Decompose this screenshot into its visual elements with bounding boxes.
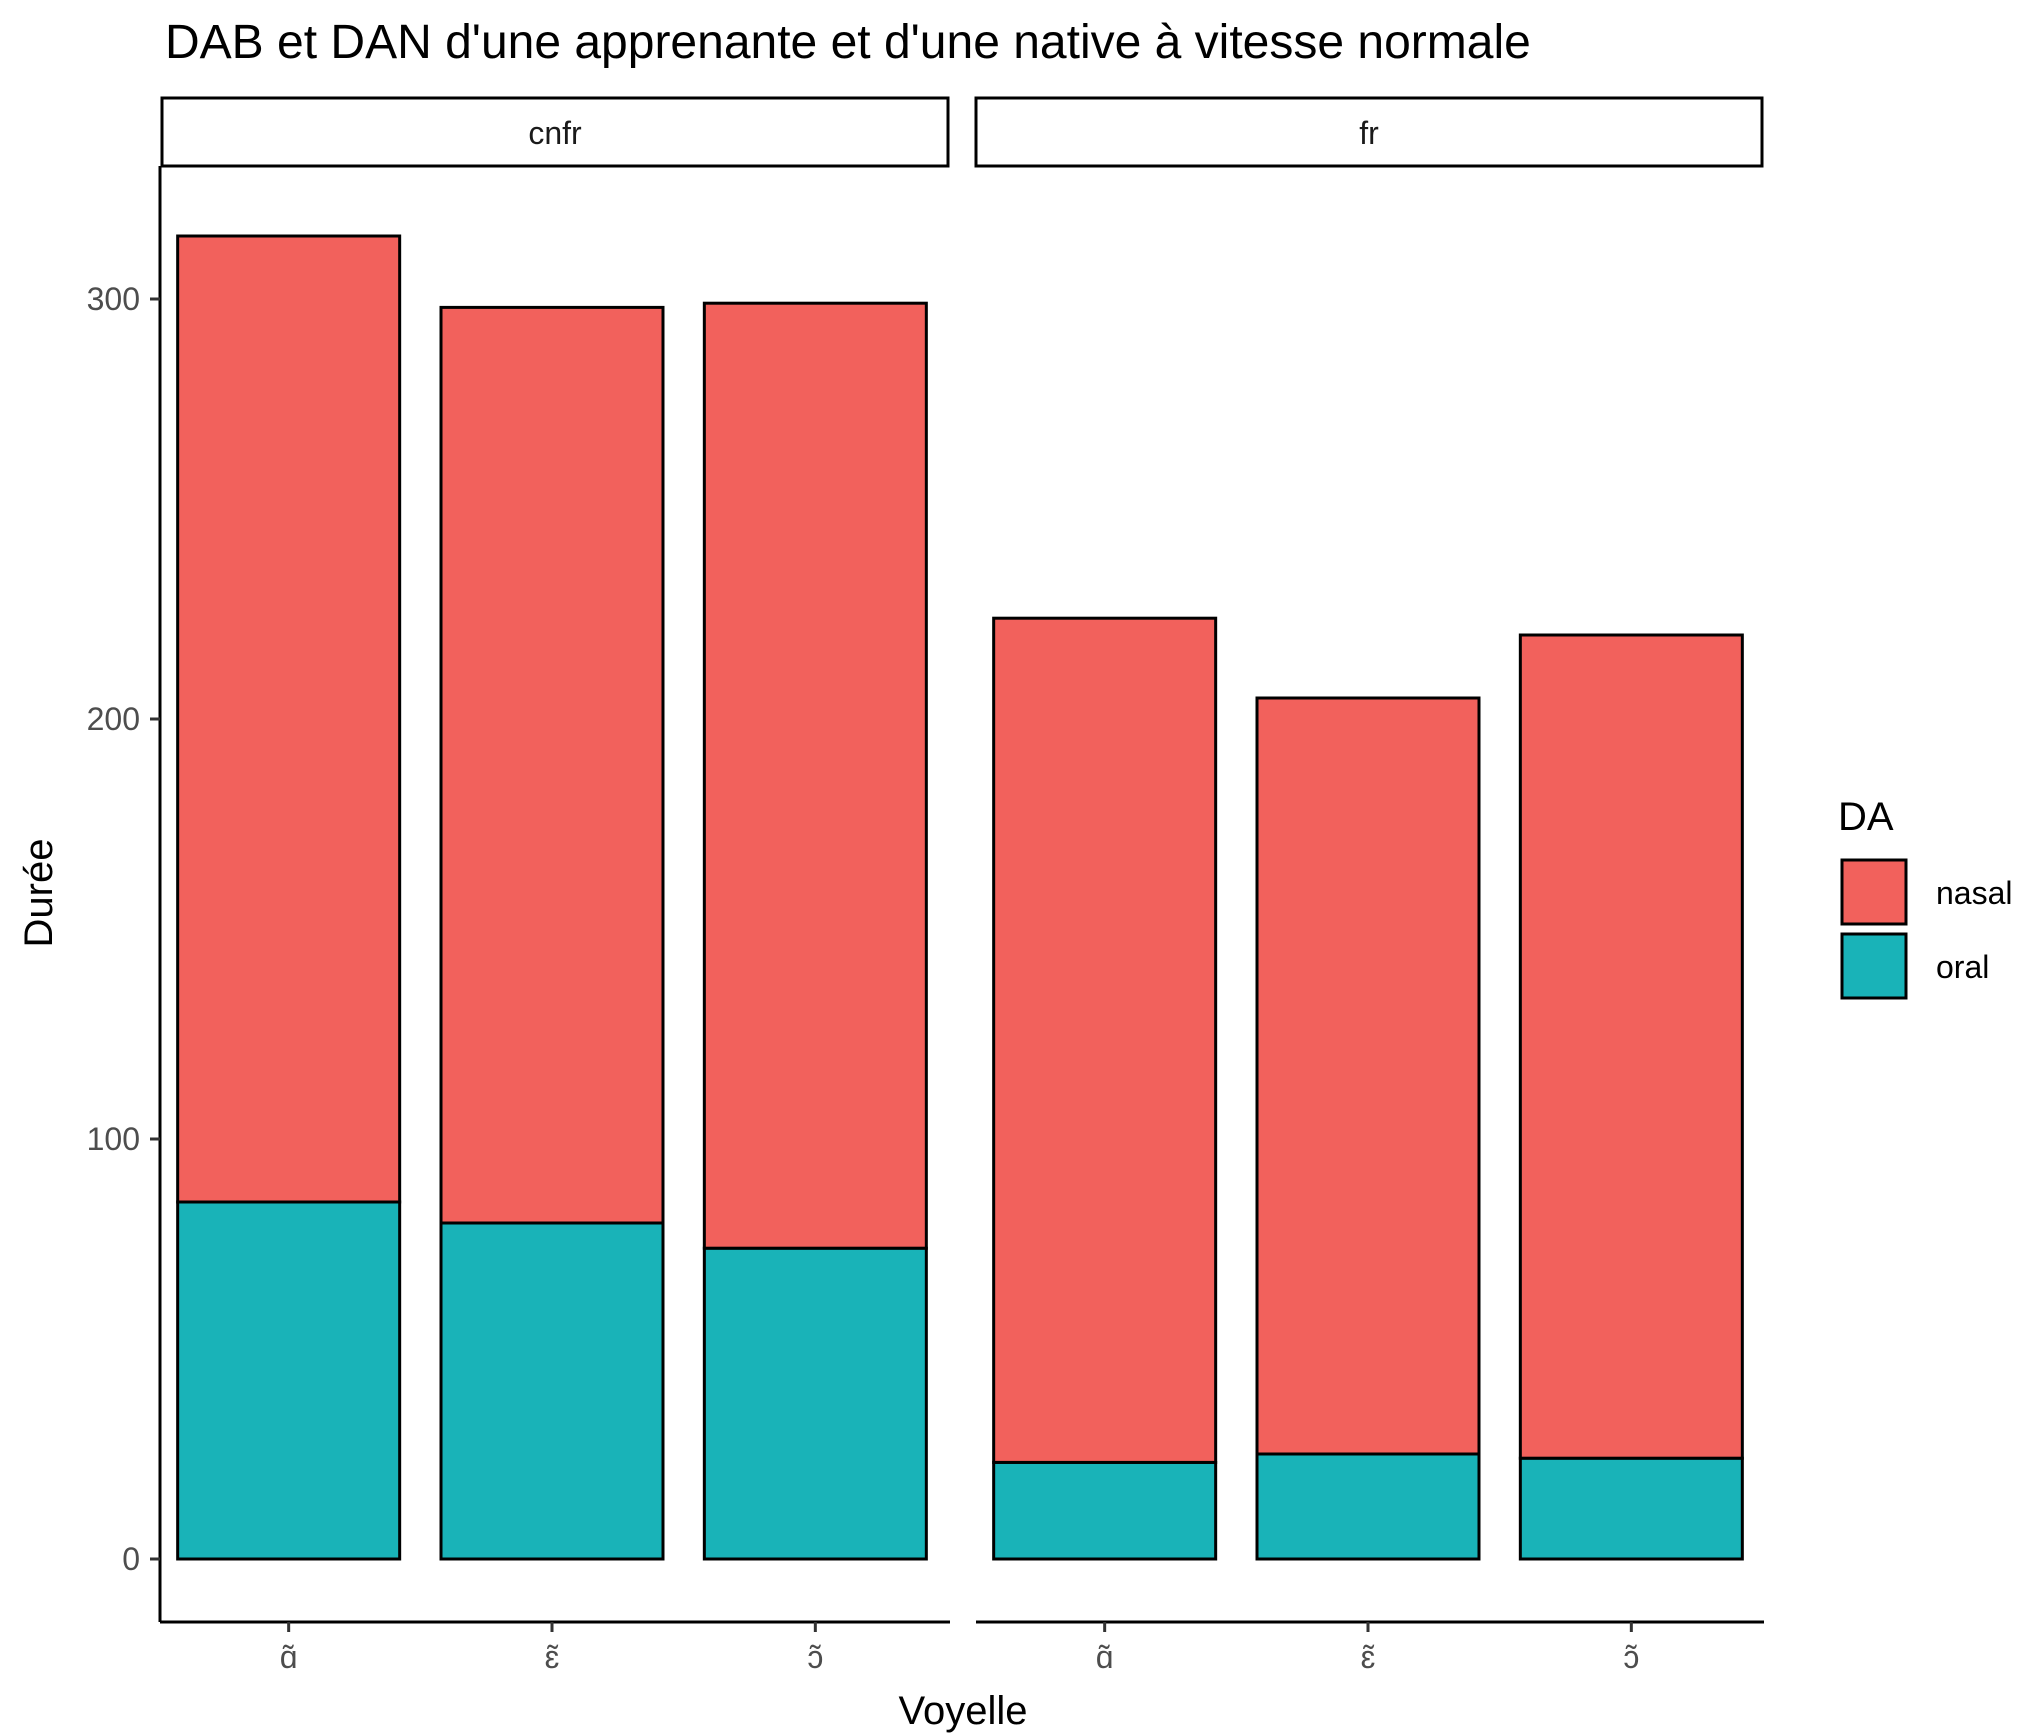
legend-swatch-oral [1840,932,1908,1000]
y-tick-label: 200 [87,701,140,737]
bar-cnfr-oral-1 [176,1200,402,1561]
legend-label-oral: oral [1936,949,1989,985]
facet-label-cnfr: cnfr [528,115,582,151]
x-tick-label: ɑ̃ [280,1639,298,1675]
y-axis-title: Durée [17,839,61,948]
bars [176,234,1744,1561]
facet-strip-cnfr [160,96,950,168]
legend-label-nasal: nasal [1936,875,2013,911]
bar-cnfr-oral-3 [702,1246,928,1561]
x-tick-label: ɛ̃ [1361,1639,1376,1675]
y-tick-label: 100 [87,1121,140,1157]
y-tick-label: 0 [122,1541,140,1577]
chart-title: DAB et DAN d'une apprenante et d'une nat… [165,16,1531,69]
legend-title: DA [1838,795,1894,839]
bar-fr-nasal-3 [1518,633,1744,1460]
bar-fr-nasal-1 [992,616,1218,1464]
x-tick-label: ɔ̃ [1623,1639,1639,1675]
bar-fr-oral-1 [992,1460,1218,1561]
facet-strip-fr [974,96,1764,168]
bar-cnfr-oral-2 [439,1221,665,1561]
bar-fr-oral-2 [1255,1452,1481,1561]
x-axis-ticks: ɑ̃ ɛ̃ ɔ̃ ɑ̃ ɛ̃ ɔ̃ [280,1622,1639,1675]
legend-swatch-nasal [1840,858,1908,926]
x-tick-label: ɛ̃ [545,1639,560,1675]
x-tick-label: ɔ̃ [807,1639,823,1675]
x-axis-title: Voyelle [899,1689,1028,1733]
legend: DA nasal oral [1838,795,2013,1000]
facet-label-fr: fr [1359,115,1379,151]
bar-cnfr-nasal-1 [176,234,402,1204]
y-axis-ticks: 0 100 200 300 [87,281,160,1577]
bar-cnfr-nasal-2 [439,305,665,1225]
bar-fr-nasal-2 [1255,696,1481,1456]
x-tick-label: ɑ̃ [1096,1639,1114,1675]
bar-fr-oral-3 [1518,1456,1744,1561]
bar-cnfr-nasal-3 [702,301,928,1250]
y-tick-label: 300 [87,281,140,317]
